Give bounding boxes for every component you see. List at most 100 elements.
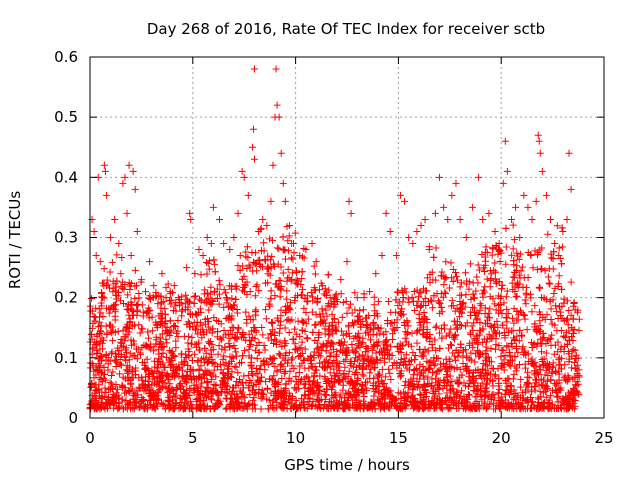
data-point-cloud <box>243 243 251 251</box>
data-point-cloud <box>549 265 557 273</box>
data-point-cloud <box>321 285 329 293</box>
data-point <box>146 258 154 266</box>
data-point-cloud <box>278 374 286 382</box>
data-point-cloud <box>491 268 499 276</box>
data-point-cloud <box>374 370 382 378</box>
data-point-cloud <box>385 365 393 373</box>
data-point <box>555 252 563 260</box>
data-point-cloud <box>509 245 517 253</box>
data-point-cloud <box>497 249 505 257</box>
x-axis-label: GPS time / hours <box>284 456 410 474</box>
data-point <box>125 161 133 169</box>
data-point-cloud <box>503 305 511 313</box>
data-point-cloud <box>491 300 499 308</box>
data-point-cloud <box>521 315 529 323</box>
data-point-cloud <box>536 322 544 330</box>
data-point-cloud <box>215 300 223 308</box>
data-point-cloud <box>106 268 114 276</box>
data-point-cloud <box>569 329 577 337</box>
data-point-cloud <box>320 364 328 372</box>
data-point-cloud <box>498 346 506 354</box>
data-point-cloud <box>225 339 233 347</box>
data-point-cloud <box>358 370 366 378</box>
data-point-cloud <box>558 260 566 268</box>
data-point <box>220 240 228 248</box>
data-point-cloud <box>243 319 251 327</box>
data-point <box>250 155 258 163</box>
data-point-cloud <box>222 289 230 297</box>
data-point-cloud <box>471 358 479 366</box>
data-point-cloud <box>201 344 209 352</box>
data-point-cloud <box>334 318 342 326</box>
data-point-cloud <box>281 324 289 332</box>
data-point-cloud <box>232 363 240 371</box>
data-point-cloud <box>447 259 455 267</box>
data-point-cloud <box>91 317 99 325</box>
data-point-cloud <box>513 262 521 270</box>
data-point <box>468 203 476 211</box>
data-point-cloud <box>544 230 552 238</box>
data-point-cloud <box>284 315 292 323</box>
data-point-cloud <box>232 295 240 303</box>
data-point-cloud <box>405 298 413 306</box>
data-point-cloud <box>285 349 293 357</box>
data-point-cloud <box>290 249 298 257</box>
data-point-cloud <box>497 352 505 360</box>
data-point-cloud <box>432 324 440 332</box>
y-tick-label: 0.4 <box>54 168 78 186</box>
data-point-cloud <box>308 289 316 297</box>
data-point-cloud <box>562 334 570 342</box>
data-point-cloud <box>273 398 281 406</box>
data-point-cloud <box>370 293 378 301</box>
data-point-cloud <box>549 364 557 372</box>
data-point <box>101 167 109 175</box>
data-point-cloud <box>299 318 307 326</box>
data-point <box>528 215 536 223</box>
data-point-cloud <box>240 372 248 380</box>
data-point <box>538 167 546 175</box>
data-point-cloud <box>125 356 133 364</box>
data-point-cloud <box>279 269 287 277</box>
data-point-cloud <box>303 298 311 306</box>
data-point <box>272 65 280 73</box>
data-point-cloud <box>107 371 115 379</box>
data-point-cloud <box>220 286 228 294</box>
data-point-cloud <box>248 249 256 257</box>
data-point-cloud <box>449 265 457 273</box>
data-point-cloud <box>495 385 503 393</box>
data-point-cloud <box>432 244 440 252</box>
data-point-cloud <box>355 352 363 360</box>
data-point <box>107 234 115 241</box>
data-point-cloud <box>512 293 520 301</box>
data-point-cloud <box>386 369 394 377</box>
data-point-cloud <box>104 281 112 289</box>
data-point-cloud <box>310 262 318 270</box>
data-point-cloud <box>284 265 292 273</box>
data-point-cloud <box>475 266 483 274</box>
data-point-cloud <box>159 349 167 357</box>
data-point-cloud <box>535 283 543 291</box>
data-point-cloud <box>456 283 464 291</box>
data-point <box>203 234 211 241</box>
data-point <box>534 131 542 139</box>
data-point-cloud <box>258 323 266 331</box>
data-point <box>417 221 425 229</box>
data-point-cloud <box>188 333 196 341</box>
data-point-cloud <box>239 262 247 270</box>
data-point-cloud <box>251 292 259 300</box>
data-point <box>308 240 316 248</box>
data-point <box>347 209 355 217</box>
data-point <box>532 197 540 205</box>
data-point-cloud <box>291 229 299 237</box>
data-point-cloud <box>469 326 477 334</box>
data-point <box>535 137 543 145</box>
data-point-cloud <box>100 265 108 273</box>
data-point <box>121 173 129 181</box>
data-point-cloud <box>498 281 506 289</box>
data-point-cloud <box>222 405 230 413</box>
data-point-cloud <box>197 321 205 329</box>
y-tick-label: 0.1 <box>54 349 78 367</box>
data-point-cloud <box>360 397 368 405</box>
data-point-cloud <box>458 279 466 287</box>
data-point <box>249 125 257 133</box>
